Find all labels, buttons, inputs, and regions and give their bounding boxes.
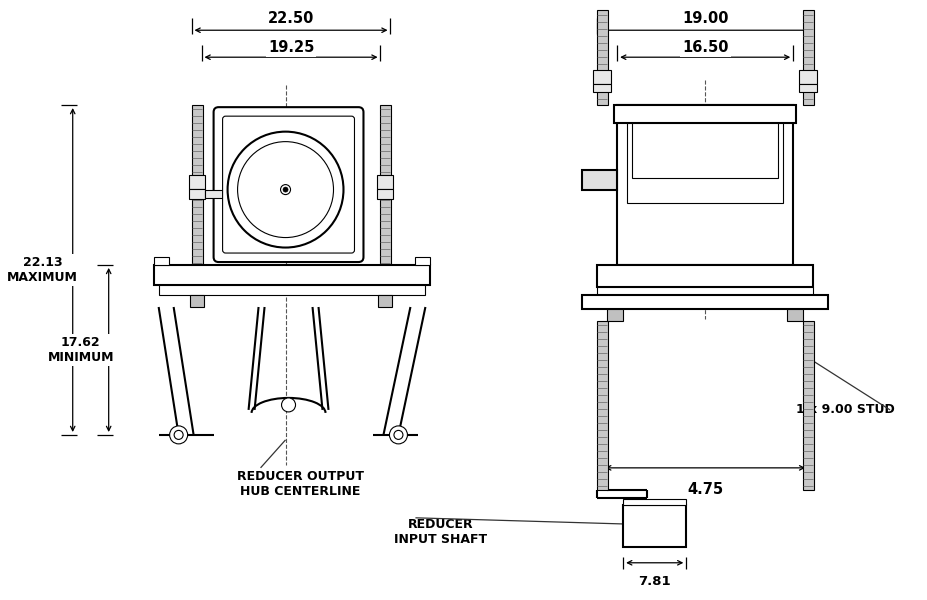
Bar: [154, 265, 430, 285]
Bar: [786, 309, 802, 321]
Bar: [581, 295, 827, 309]
Bar: [377, 189, 393, 199]
Bar: [802, 321, 813, 490]
Bar: [415, 257, 430, 265]
Bar: [154, 257, 169, 265]
Circle shape: [170, 426, 187, 444]
Circle shape: [394, 430, 402, 439]
Bar: [597, 321, 607, 490]
Bar: [597, 287, 812, 295]
Text: 1 x 9.00 STUD: 1 x 9.00 STUD: [795, 403, 894, 416]
Text: 19.00: 19.00: [681, 11, 728, 26]
Bar: [798, 84, 816, 92]
Text: 22.13
MAXIMUM: 22.13 MAXIMUM: [7, 256, 78, 284]
Bar: [378, 295, 392, 307]
Circle shape: [389, 426, 407, 444]
Text: 4.75: 4.75: [686, 482, 722, 497]
Text: 17.62
MINIMUM: 17.62 MINIMUM: [47, 336, 114, 364]
Bar: [798, 70, 816, 84]
Text: 16.50: 16.50: [681, 40, 728, 55]
Bar: [377, 175, 393, 189]
Bar: [623, 505, 685, 547]
Bar: [189, 295, 203, 307]
FancyBboxPatch shape: [213, 107, 363, 262]
Text: 19.25: 19.25: [268, 40, 314, 55]
Bar: [188, 189, 204, 199]
Bar: [592, 84, 611, 92]
Bar: [606, 309, 623, 321]
Bar: [802, 10, 813, 105]
Bar: [380, 105, 391, 300]
Text: 22.50: 22.50: [268, 11, 314, 26]
Bar: [597, 265, 812, 287]
FancyBboxPatch shape: [222, 116, 354, 253]
Circle shape: [281, 398, 295, 412]
Bar: [597, 10, 607, 105]
Bar: [614, 105, 795, 123]
Circle shape: [174, 430, 183, 439]
Text: REDUCER
INPUT SHAFT: REDUCER INPUT SHAFT: [393, 518, 487, 546]
Bar: [616, 105, 793, 265]
Bar: [188, 175, 204, 189]
Bar: [191, 105, 202, 300]
Text: 7.81: 7.81: [638, 575, 670, 588]
Text: REDUCER OUTPUT
HUB CENTERLINE: REDUCER OUTPUT HUB CENTERLINE: [236, 470, 363, 498]
Circle shape: [283, 187, 287, 192]
Bar: [623, 499, 685, 505]
Circle shape: [280, 185, 290, 194]
Bar: [581, 170, 616, 190]
Bar: [204, 190, 233, 198]
Bar: [631, 123, 777, 178]
Bar: [627, 123, 782, 203]
Bar: [592, 70, 611, 84]
Circle shape: [237, 142, 333, 238]
Bar: [159, 285, 425, 295]
Circle shape: [227, 131, 343, 248]
